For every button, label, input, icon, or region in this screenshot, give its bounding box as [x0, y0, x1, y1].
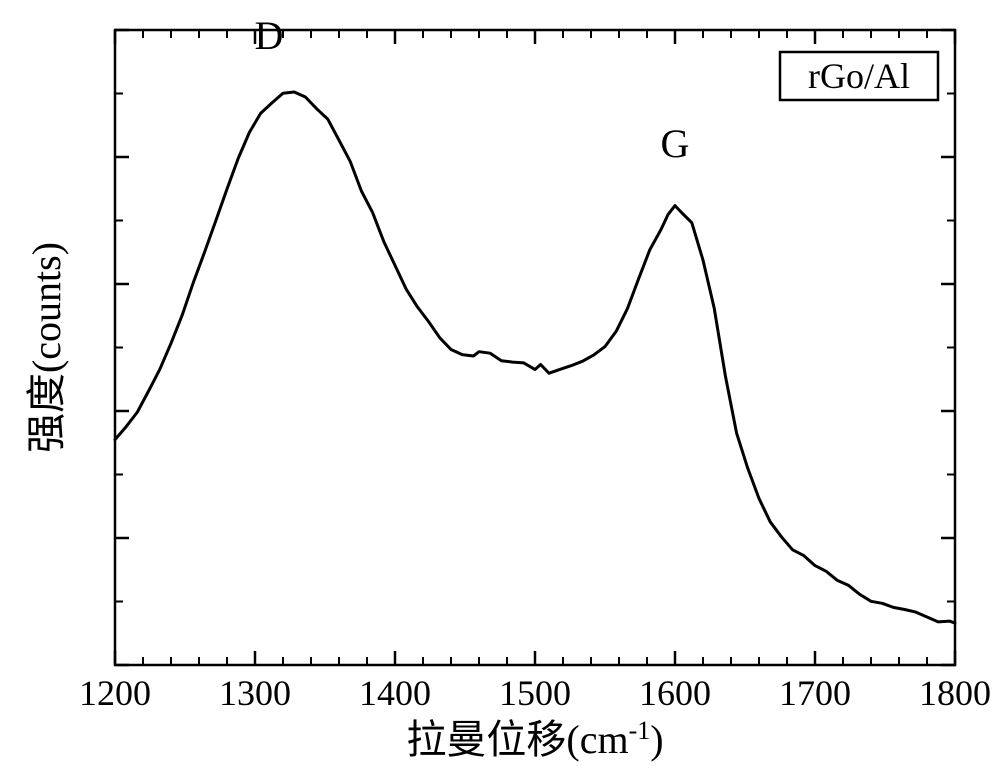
peak-label-d: D — [255, 13, 284, 58]
raman-chart: 1200 1300 1400 1500 1600 1700 1800 D GrGo/Al 拉曼位移… — [0, 0, 1000, 783]
y-axis-title: 强度(counts) — [24, 242, 69, 453]
spectrum-line — [115, 92, 955, 623]
x-tick-label: 1600 — [639, 673, 711, 713]
peak-label-g: G — [661, 121, 690, 166]
x-tick-label: 1200 — [79, 673, 151, 713]
x-tick-label: 1700 — [779, 673, 851, 713]
x-tick-label: 1400 — [359, 673, 431, 713]
x-tick-label: 1300 — [219, 673, 291, 713]
plot-frame — [115, 30, 955, 665]
x-axis-title: 拉曼位移(cm-1) — [406, 716, 663, 762]
x-tick-label: 1500 — [499, 673, 571, 713]
x-tick-label: 1800 — [919, 673, 991, 713]
legend-text: rGo/Al — [808, 56, 910, 96]
